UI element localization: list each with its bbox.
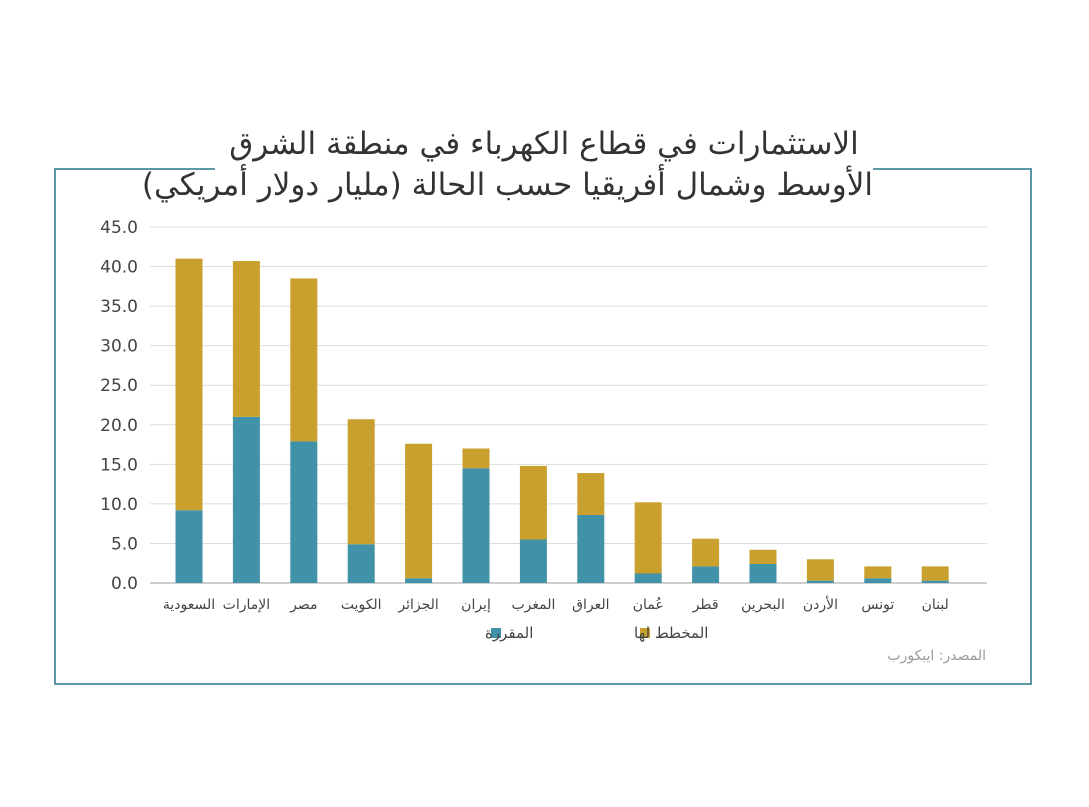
x-tick-label: العراق	[572, 597, 609, 613]
x-tick-label: إيران	[461, 597, 491, 613]
legend-label: المخطط لها	[634, 624, 708, 642]
bar-segment-planned	[405, 443, 433, 579]
bar-segment-planned	[577, 473, 605, 515]
bar-segment-planned	[749, 549, 777, 565]
y-tick-label: 5.0	[111, 534, 138, 554]
bar-segment-approved	[864, 578, 892, 583]
x-tick-label: السعودية	[163, 597, 215, 613]
x-tick-label: قطر	[692, 597, 719, 613]
y-tick-label: 40.0	[100, 258, 138, 278]
bar-segment-planned	[462, 448, 490, 469]
x-tick-label: لبنان	[922, 597, 949, 613]
legend-swatch	[640, 628, 650, 638]
bar-segment-approved	[290, 441, 318, 583]
legend-swatch	[491, 628, 501, 638]
x-tick-label: مصر	[289, 597, 317, 613]
bar-segment-approved	[175, 510, 203, 583]
y-tick-label: 20.0	[100, 416, 138, 436]
bar-segment-planned	[232, 261, 260, 417]
chart-title: الاستثمارات في قطاع الكهرباء في منطقة ال…	[141, 124, 873, 206]
bar-segment-approved	[519, 539, 547, 583]
x-tick-label: عُمان	[633, 597, 664, 613]
bar-segment-planned	[519, 465, 547, 540]
bar-segment-approved	[921, 580, 949, 583]
y-tick-label: 15.0	[100, 455, 138, 475]
y-tick-label: 0.0	[111, 574, 138, 594]
x-tick-label: الجزائر	[397, 597, 438, 613]
bar-segment-approved	[577, 514, 605, 583]
x-tick-label: الإمارات	[223, 597, 270, 613]
bar-segment-planned	[347, 419, 375, 545]
bar-segment-approved	[462, 468, 490, 583]
y-tick-label: 35.0	[100, 297, 138, 317]
x-tick-label: الكويت	[341, 597, 382, 613]
x-tick-label: الأردن	[803, 595, 838, 613]
bar-segment-approved	[347, 544, 375, 583]
bar-segment-approved	[749, 564, 777, 583]
bar-segment-planned	[290, 278, 318, 442]
bar-segment-planned	[175, 258, 203, 511]
bar-segment-approved	[232, 416, 260, 583]
y-tick-label: 45.0	[100, 218, 138, 238]
y-tick-label: 10.0	[100, 495, 138, 515]
bar-segment-planned	[634, 502, 662, 574]
bar-segment-approved	[692, 566, 720, 583]
x-tick-label: البحرين	[741, 597, 785, 613]
chart-title-line-1: الاستثمارات في قطاع الكهرباء في منطقة ال…	[229, 126, 859, 162]
bar-segment-approved	[405, 578, 433, 583]
chart-title-line-2: الأوسط وشمال أفريقيا حسب الحالة (مليار د…	[141, 167, 873, 203]
x-tick-label: المغرب	[511, 597, 555, 613]
bar-segment-planned	[921, 566, 949, 581]
y-tick-label: 25.0	[100, 376, 138, 396]
bar-segment-approved	[634, 573, 662, 583]
source-note: المصدر: ايبكورب	[887, 648, 986, 664]
bar-segment-planned	[806, 559, 834, 581]
y-tick-label: 30.0	[100, 337, 138, 357]
bar-segment-planned	[692, 538, 720, 567]
x-tick-label: تونس	[861, 597, 894, 613]
bar-segment-planned	[864, 566, 892, 579]
bar-segment-approved	[806, 580, 834, 583]
legend-label: المقررة	[485, 624, 533, 642]
